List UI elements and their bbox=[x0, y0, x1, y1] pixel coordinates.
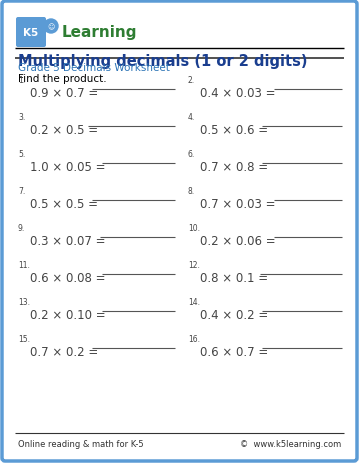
Text: 0.4 × 0.2 =: 0.4 × 0.2 = bbox=[200, 308, 268, 321]
Text: Find the product.: Find the product. bbox=[18, 74, 107, 84]
Text: 7.: 7. bbox=[18, 187, 25, 195]
Text: Multiplying decimals (1 or 2 digits): Multiplying decimals (1 or 2 digits) bbox=[18, 54, 308, 69]
Text: 0.2 × 0.06 =: 0.2 × 0.06 = bbox=[200, 234, 276, 247]
Text: 0.6 × 0.7 =: 0.6 × 0.7 = bbox=[200, 345, 268, 358]
Text: 10.: 10. bbox=[188, 224, 200, 232]
Text: K5: K5 bbox=[23, 28, 39, 38]
Text: ©  www.k5learning.com: © www.k5learning.com bbox=[240, 439, 341, 448]
Text: 0.4 × 0.03 =: 0.4 × 0.03 = bbox=[200, 87, 275, 100]
Text: 11.: 11. bbox=[18, 260, 30, 269]
Text: 0.9 × 0.7 =: 0.9 × 0.7 = bbox=[30, 87, 98, 100]
Text: 1.: 1. bbox=[18, 76, 25, 85]
Text: 13.: 13. bbox=[18, 297, 30, 307]
Text: 0.3 × 0.07 =: 0.3 × 0.07 = bbox=[30, 234, 106, 247]
Circle shape bbox=[44, 20, 58, 34]
Text: 0.7 × 0.8 =: 0.7 × 0.8 = bbox=[200, 161, 268, 174]
Text: Grade 5 Decimals Worksheet: Grade 5 Decimals Worksheet bbox=[18, 63, 170, 73]
Text: 0.7 × 0.03 =: 0.7 × 0.03 = bbox=[200, 198, 275, 211]
Text: 0.2 × 0.5 =: 0.2 × 0.5 = bbox=[30, 124, 98, 137]
FancyBboxPatch shape bbox=[16, 18, 46, 48]
Text: 0.2 × 0.10 =: 0.2 × 0.10 = bbox=[30, 308, 106, 321]
Text: 0.5 × 0.5 =: 0.5 × 0.5 = bbox=[30, 198, 98, 211]
Text: 15.: 15. bbox=[18, 334, 30, 343]
Text: 0.6 × 0.08 =: 0.6 × 0.08 = bbox=[30, 271, 106, 284]
Text: 4.: 4. bbox=[188, 113, 195, 122]
Text: 1.0 × 0.05 =: 1.0 × 0.05 = bbox=[30, 161, 106, 174]
Text: 0.5 × 0.6 =: 0.5 × 0.6 = bbox=[200, 124, 268, 137]
Text: 5.: 5. bbox=[18, 150, 25, 159]
Text: 2.: 2. bbox=[188, 76, 195, 85]
Text: 16.: 16. bbox=[188, 334, 200, 343]
Text: 14.: 14. bbox=[188, 297, 200, 307]
Text: 0.7 × 0.2 =: 0.7 × 0.2 = bbox=[30, 345, 98, 358]
Text: 6.: 6. bbox=[188, 150, 195, 159]
Text: 3.: 3. bbox=[18, 113, 25, 122]
Text: ☺: ☺ bbox=[47, 24, 55, 30]
Text: 12.: 12. bbox=[188, 260, 200, 269]
Text: 9.: 9. bbox=[18, 224, 25, 232]
Text: Online reading & math for K-5: Online reading & math for K-5 bbox=[18, 439, 144, 448]
Text: 8.: 8. bbox=[188, 187, 195, 195]
Text: Learning: Learning bbox=[62, 25, 137, 40]
Text: 0.8 × 0.1 =: 0.8 × 0.1 = bbox=[200, 271, 268, 284]
